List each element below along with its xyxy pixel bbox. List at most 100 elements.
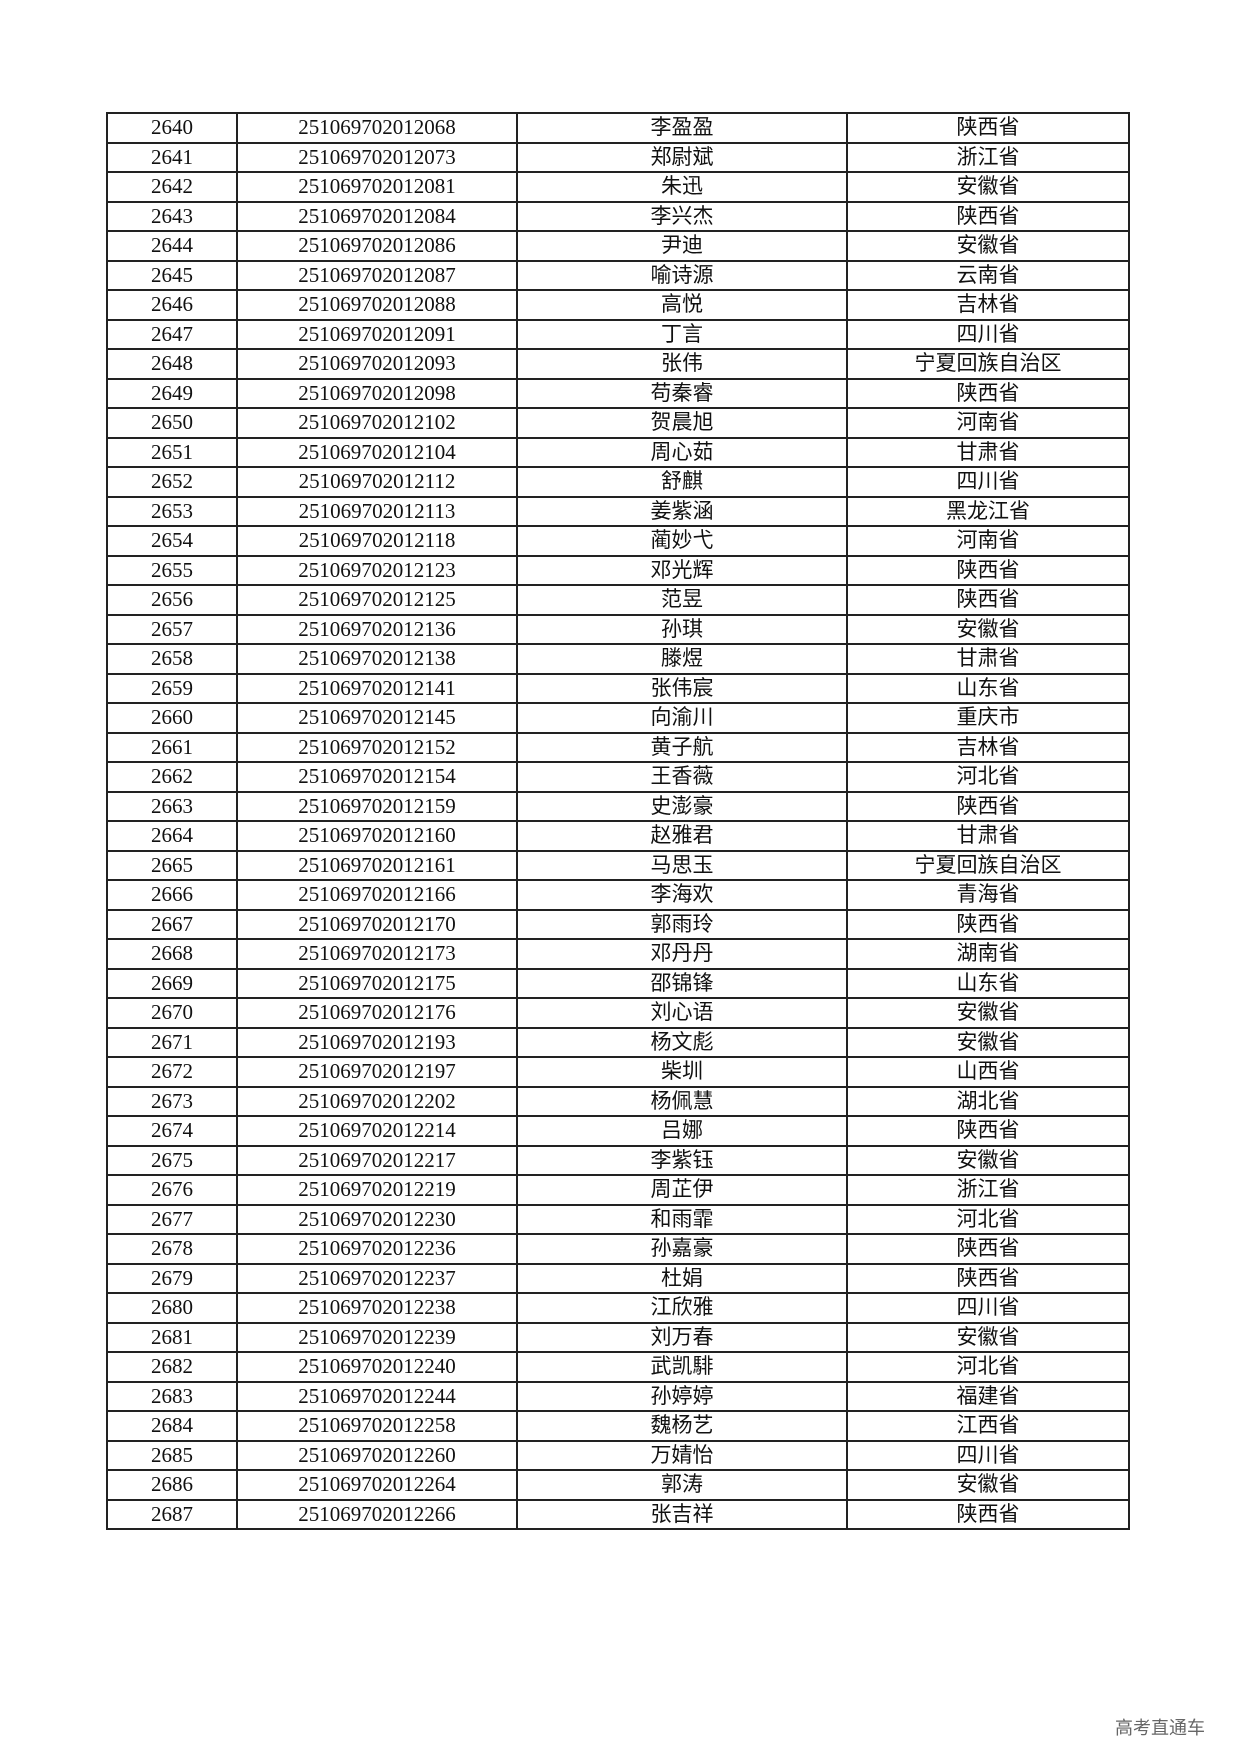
student-name-cell: 柴圳 xyxy=(516,1056,848,1088)
row-number-cell: 2658 xyxy=(106,643,238,675)
exam-id-cell: 251069702012104 xyxy=(236,436,518,468)
row-number-cell: 2648 xyxy=(106,348,238,380)
exam-id-cell: 251069702012138 xyxy=(236,643,518,675)
exam-id-cell: 251069702012081 xyxy=(236,171,518,203)
student-name-cell: 江欣雅 xyxy=(516,1292,848,1324)
row-number-cell: 2660 xyxy=(106,702,238,734)
table-row: 2647 251069702012091 丁言 四川省 xyxy=(106,318,1130,350)
student-name-cell: 张伟宸 xyxy=(516,672,848,704)
exam-id-cell: 251069702012136 xyxy=(236,613,518,645)
roster-table: 2640 251069702012068 李盈盈 陕西省 2641 25106970201… xyxy=(106,112,1130,1530)
exam-id-cell: 251069702012238 xyxy=(236,1292,518,1324)
table-row: 2687 251069702012266 张吉祥 陕西省 xyxy=(106,1498,1130,1530)
student-name-cell: 李盈盈 xyxy=(516,112,848,144)
table-row: 2673 251069702012202 杨佩慧 湖北省 xyxy=(106,1085,1130,1117)
exam-id-cell: 251069702012125 xyxy=(236,584,518,616)
exam-id-cell: 251069702012214 xyxy=(236,1115,518,1147)
student-name-cell: 郭涛 xyxy=(516,1469,848,1501)
exam-id-cell: 251069702012258 xyxy=(236,1410,518,1442)
exam-id-cell: 251069702012266 xyxy=(236,1498,518,1530)
table-row: 2657 251069702012136 孙琪 安徽省 xyxy=(106,613,1130,645)
table-row: 2665 251069702012161 马思玉 宁夏回族自治区 xyxy=(106,849,1130,881)
province-cell: 河南省 xyxy=(846,525,1130,557)
watermark: 高考直通车 xyxy=(1115,1718,1205,1739)
province-cell: 陕西省 xyxy=(846,1262,1130,1294)
exam-id-cell: 251069702012086 xyxy=(236,230,518,262)
province-cell: 陕西省 xyxy=(846,200,1130,232)
province-cell: 陕西省 xyxy=(846,377,1130,409)
table-row: 2644 251069702012086 尹迪 安徽省 xyxy=(106,230,1130,262)
province-cell: 陕西省 xyxy=(846,554,1130,586)
row-number-cell: 2665 xyxy=(106,849,238,881)
student-name-cell: 范昱 xyxy=(516,584,848,616)
row-number-cell: 2652 xyxy=(106,466,238,498)
province-cell: 福建省 xyxy=(846,1380,1130,1412)
student-name-cell: 邓丹丹 xyxy=(516,938,848,970)
exam-id-cell: 251069702012173 xyxy=(236,938,518,970)
exam-id-cell: 251069702012239 xyxy=(236,1321,518,1353)
student-name-cell: 舒麒 xyxy=(516,466,848,498)
exam-id-cell: 251069702012202 xyxy=(236,1085,518,1117)
student-name-cell: 尹迪 xyxy=(516,230,848,262)
exam-id-cell: 251069702012237 xyxy=(236,1262,518,1294)
student-name-cell: 杨佩慧 xyxy=(516,1085,848,1117)
student-name-cell: 邵锦锋 xyxy=(516,967,848,999)
student-name-cell: 丁言 xyxy=(516,318,848,350)
table-row: 2646 251069702012088 高悦 吉林省 xyxy=(106,289,1130,321)
exam-id-cell: 251069702012219 xyxy=(236,1174,518,1206)
province-cell: 安徽省 xyxy=(846,997,1130,1029)
table-row: 2672 251069702012197 柴圳 山西省 xyxy=(106,1056,1130,1088)
table-row: 2677 251069702012230 和雨霏 河北省 xyxy=(106,1203,1130,1235)
province-cell: 吉林省 xyxy=(846,731,1130,763)
exam-id-cell: 251069702012160 xyxy=(236,820,518,852)
province-cell: 安徽省 xyxy=(846,1469,1130,1501)
province-cell: 河南省 xyxy=(846,407,1130,439)
exam-id-cell: 251069702012073 xyxy=(236,141,518,173)
exam-id-cell: 251069702012260 xyxy=(236,1439,518,1471)
student-name-cell: 郑尉斌 xyxy=(516,141,848,173)
province-cell: 甘肃省 xyxy=(846,643,1130,675)
row-number-cell: 2659 xyxy=(106,672,238,704)
row-number-cell: 2645 xyxy=(106,259,238,291)
row-number-cell: 2641 xyxy=(106,141,238,173)
row-number-cell: 2680 xyxy=(106,1292,238,1324)
province-cell: 四川省 xyxy=(846,466,1130,498)
row-number-cell: 2657 xyxy=(106,613,238,645)
student-name-cell: 李兴杰 xyxy=(516,200,848,232)
student-name-cell: 杜娟 xyxy=(516,1262,848,1294)
exam-id-cell: 251069702012091 xyxy=(236,318,518,350)
student-name-cell: 滕煜 xyxy=(516,643,848,675)
student-name-cell: 周心茹 xyxy=(516,436,848,468)
row-number-cell: 2678 xyxy=(106,1233,238,1265)
province-cell: 河北省 xyxy=(846,1351,1130,1383)
province-cell: 陕西省 xyxy=(846,1498,1130,1530)
table-row: 2654 251069702012118 蔺妙弋 河南省 xyxy=(106,525,1130,557)
row-number-cell: 2653 xyxy=(106,495,238,527)
exam-id-cell: 251069702012112 xyxy=(236,466,518,498)
row-number-cell: 2685 xyxy=(106,1439,238,1471)
row-number-cell: 2672 xyxy=(106,1056,238,1088)
row-number-cell: 2674 xyxy=(106,1115,238,1147)
exam-id-cell: 251069702012123 xyxy=(236,554,518,586)
exam-id-cell: 251069702012193 xyxy=(236,1026,518,1058)
student-name-cell: 高悦 xyxy=(516,289,848,321)
table-row: 2643 251069702012084 李兴杰 陕西省 xyxy=(106,200,1130,232)
exam-id-cell: 251069702012170 xyxy=(236,908,518,940)
row-number-cell: 2679 xyxy=(106,1262,238,1294)
exam-id-cell: 251069702012102 xyxy=(236,407,518,439)
student-name-cell: 和雨霏 xyxy=(516,1203,848,1235)
row-number-cell: 2684 xyxy=(106,1410,238,1442)
table-row: 2663 251069702012159 史澎豪 陕西省 xyxy=(106,790,1130,822)
row-number-cell: 2676 xyxy=(106,1174,238,1206)
row-number-cell: 2646 xyxy=(106,289,238,321)
student-name-cell: 蔺妙弋 xyxy=(516,525,848,557)
exam-id-cell: 251069702012113 xyxy=(236,495,518,527)
exam-id-cell: 251069702012244 xyxy=(236,1380,518,1412)
table-row: 2659 251069702012141 张伟宸 山东省 xyxy=(106,672,1130,704)
row-number-cell: 2668 xyxy=(106,938,238,970)
student-name-cell: 张伟 xyxy=(516,348,848,380)
row-number-cell: 2666 xyxy=(106,879,238,911)
exam-id-cell: 251069702012264 xyxy=(236,1469,518,1501)
province-cell: 湖南省 xyxy=(846,938,1130,970)
table-row: 2642 251069702012081 朱迅 安徽省 xyxy=(106,171,1130,203)
